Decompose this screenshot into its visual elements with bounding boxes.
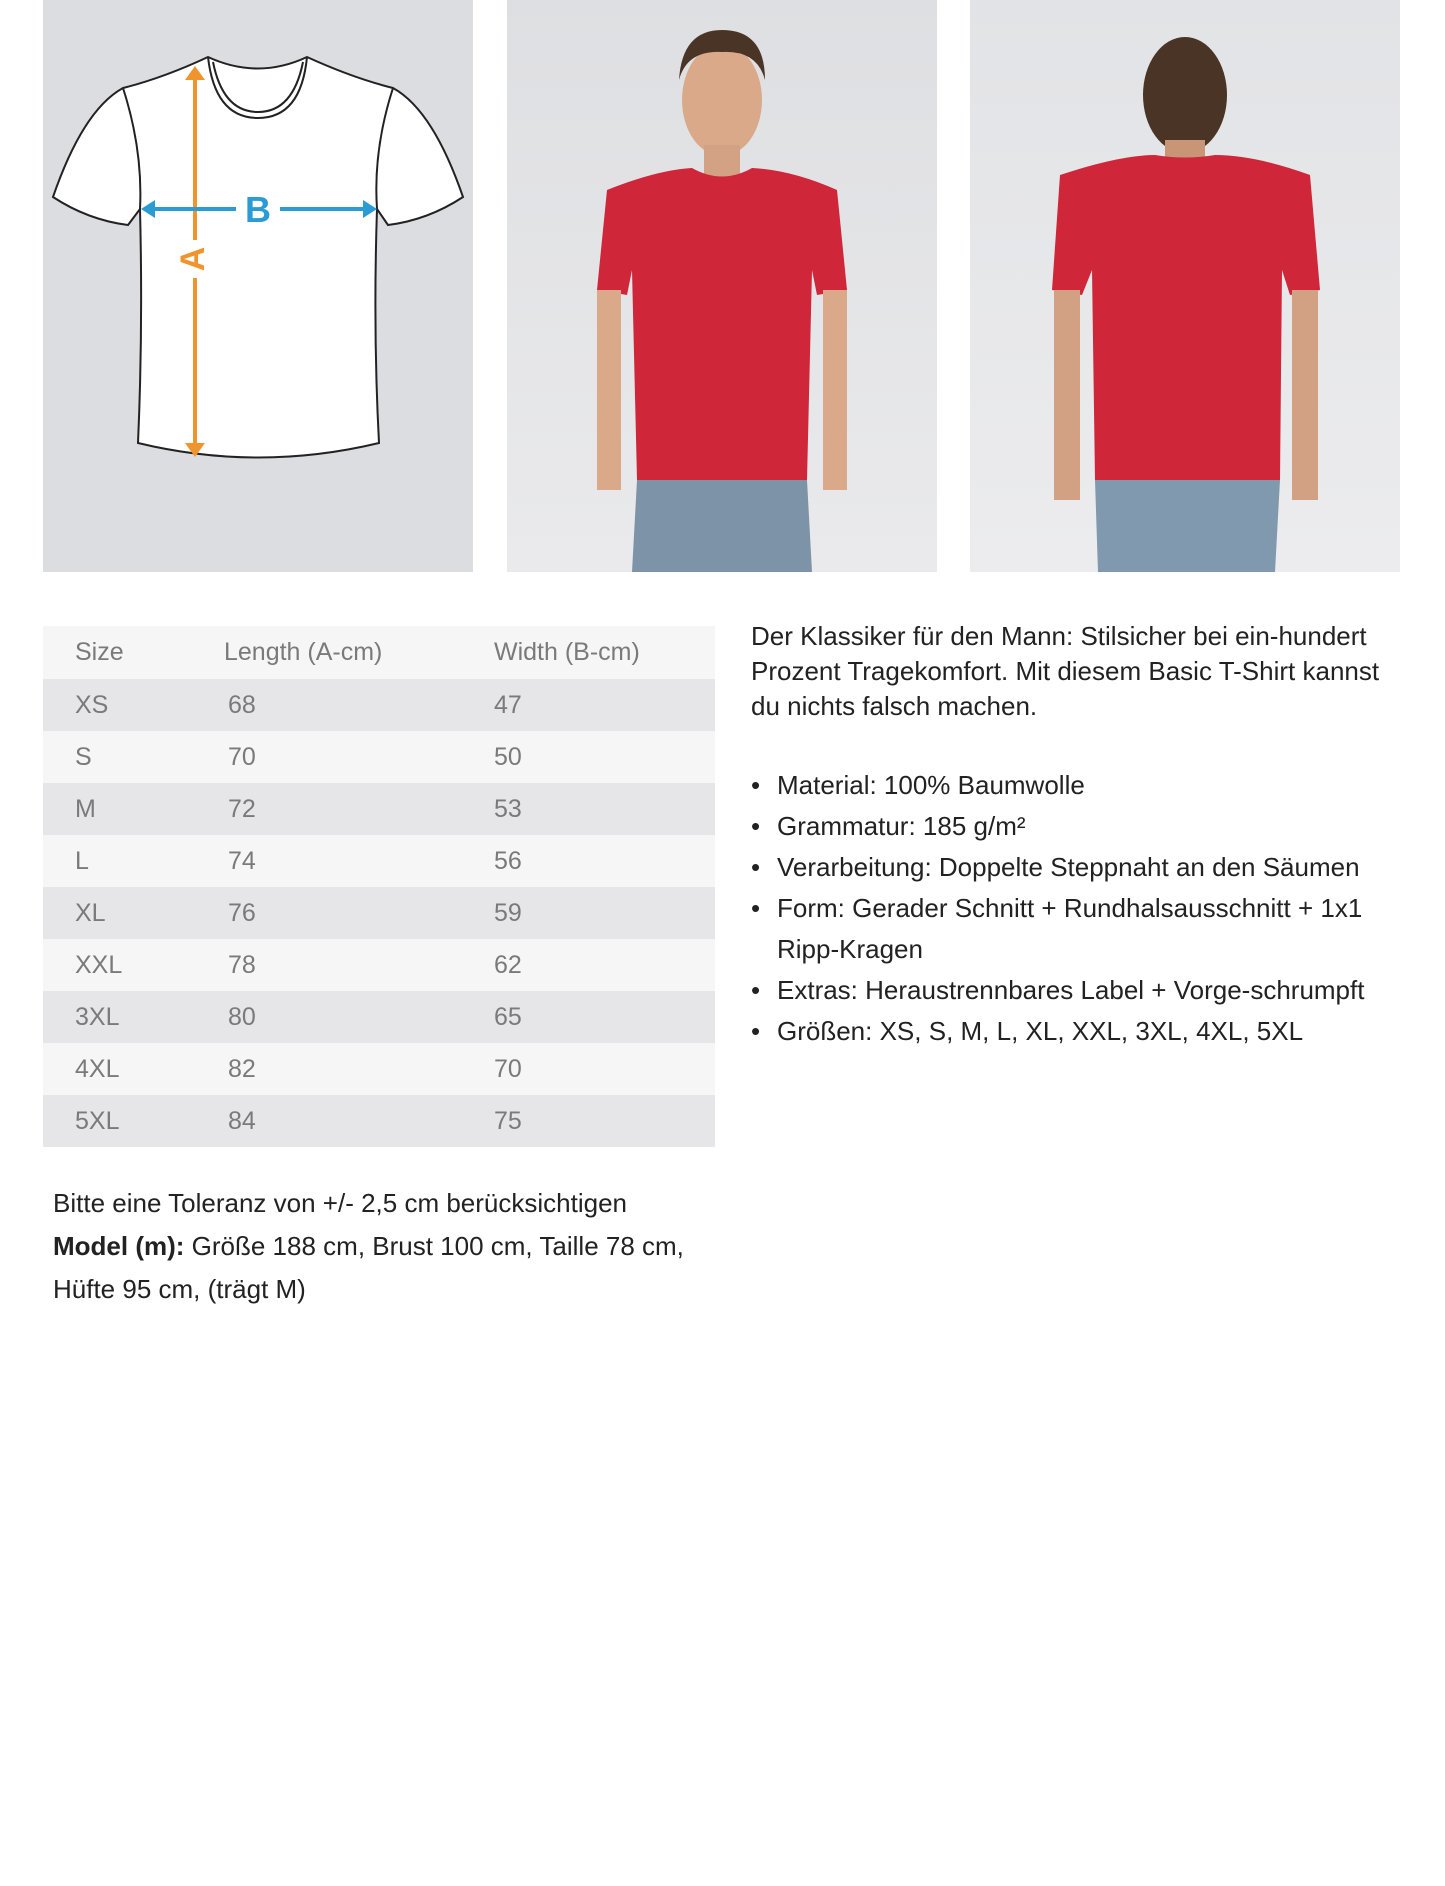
feature-text: Form: Gerader Schnitt + Rundhalsausschni… (777, 893, 1363, 964)
feature-list: • Material: 100% Baumwolle • Grammatur: 185… (751, 765, 1401, 1052)
bullet-icon: • (751, 893, 761, 923)
feature-item: • Material: 100% Baumwolle (751, 765, 1401, 806)
size-cell: M (43, 783, 224, 835)
table-row: S 70 50 (43, 731, 715, 783)
size-notes: Bitte eine Toleranz von +/- 2,5 cm berüc… (53, 1182, 733, 1311)
length-cell: 74 (224, 835, 493, 887)
size-cell: XL (43, 887, 224, 939)
header-size: Size (43, 626, 224, 679)
length-cell: 68 (224, 679, 493, 731)
feature-text: Verarbeitung: Doppelte Steppnaht an den … (777, 852, 1360, 882)
table-row: M 72 53 (43, 783, 715, 835)
header-length: Length (A-cm) (224, 626, 493, 679)
length-cell: 72 (224, 783, 493, 835)
feature-text: Grammatur: 185 g/m² (777, 811, 1026, 841)
width-cell: 65 (493, 991, 715, 1043)
width-cell: 47 (493, 679, 715, 731)
length-cell: 84 (224, 1095, 493, 1147)
table-row: 4XL 82 70 (43, 1043, 715, 1095)
model-info: Model (m): Größe 188 cm, Brust 100 cm, T… (53, 1225, 733, 1311)
tshirt-diagram: A B (51, 55, 465, 459)
table-row: XL 76 59 (43, 887, 715, 939)
feature-item: • Verarbeitung: Doppelte Steppnaht an den… (751, 847, 1401, 888)
length-cell: 82 (224, 1043, 493, 1095)
width-cell: 53 (493, 783, 715, 835)
feature-item: • Form: Gerader Schnitt + Rundhalsausschn… (751, 888, 1401, 970)
bullet-icon: • (751, 852, 761, 882)
table-row: XS 68 47 (43, 679, 715, 731)
bullet-icon: • (751, 811, 761, 841)
size-diagram-image: A B (43, 0, 473, 572)
table-row: 3XL 80 65 (43, 991, 715, 1043)
feature-text: Material: 100% Baumwolle (777, 770, 1085, 800)
model-label: Model (m): (53, 1231, 185, 1261)
width-cell: 59 (493, 887, 715, 939)
model-text: Größe 188 cm, Brust 100 cm, Taille 78 cm… (53, 1231, 684, 1304)
tolerance-note: Bitte eine Toleranz von +/- 2,5 cm berüc… (53, 1188, 627, 1218)
header-width: Width (B-cm) (493, 626, 715, 679)
width-cell: 56 (493, 835, 715, 887)
bullet-icon: • (751, 770, 761, 800)
table-row: L 74 56 (43, 835, 715, 887)
width-cell: 50 (493, 731, 715, 783)
feature-text: Extras: Heraustrennbares Label + Vorge-s… (777, 975, 1365, 1005)
model-back-photo (970, 0, 1400, 572)
feature-item: • Größen: XS, S, M, L, XL, XXL, 3XL, 4XL,… (751, 1011, 1401, 1052)
feature-item: • Grammatur: 185 g/m² (751, 806, 1401, 847)
bullet-icon: • (751, 1016, 761, 1046)
length-arrow-a (185, 66, 205, 457)
product-description: Der Klassiker für den Mann: Stilsicher b… (751, 621, 1380, 721)
label-a: A (174, 247, 212, 272)
width-cell: 75 (493, 1095, 715, 1147)
width-cell: 62 (493, 939, 715, 991)
table-header-row: Size Length (A-cm) Width (B-cm) (43, 626, 715, 679)
size-cell: 3XL (43, 991, 224, 1043)
bullet-icon: • (751, 975, 761, 1005)
label-b: B (245, 189, 271, 230)
length-cell: 78 (224, 939, 493, 991)
model-front-photo (507, 0, 937, 572)
feature-text: Größen: XS, S, M, L, XL, XXL, 3XL, 4XL, … (777, 1016, 1304, 1046)
table-row: 5XL 84 75 (43, 1095, 715, 1147)
table-row: XXL 78 62 (43, 939, 715, 991)
width-cell: 70 (493, 1043, 715, 1095)
size-cell: 5XL (43, 1095, 224, 1147)
size-cell: 4XL (43, 1043, 224, 1095)
length-cell: 70 (224, 731, 493, 783)
size-cell: XS (43, 679, 224, 731)
size-table: Size Length (A-cm) Width (B-cm) XS 68 47 S 7… (43, 626, 715, 1147)
size-cell: S (43, 731, 224, 783)
length-cell: 76 (224, 887, 493, 939)
feature-item: • Extras: Heraustrennbares Label + Vorge-… (751, 970, 1401, 1011)
width-arrow-b (141, 200, 377, 218)
length-cell: 80 (224, 991, 493, 1043)
size-cell: L (43, 835, 224, 887)
size-cell: XXL (43, 939, 224, 991)
